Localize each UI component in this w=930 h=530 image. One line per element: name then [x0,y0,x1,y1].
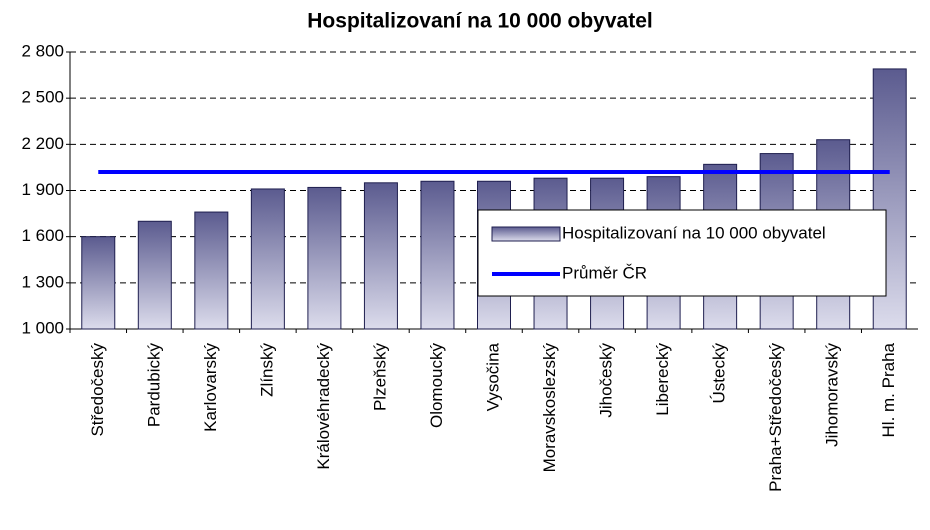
bar [137,220,172,330]
x-tick-label: Moravskoslezský [540,343,559,473]
x-tick-label: Hl. m. Praha [879,342,898,437]
x-tick-label: Karlovarský [201,343,220,432]
y-tick-label: 2 200 [21,134,64,153]
bar [307,186,342,330]
bar [363,182,398,330]
y-tick-label: 1 600 [21,226,64,245]
y-tick-label: 1 000 [21,318,64,337]
bar [250,188,285,330]
x-tick-label: Praha+Středočeský [766,343,785,492]
bar [194,211,229,330]
legend-label: Průměr ČR [562,263,647,282]
x-tick-label: Jihočeský [597,343,616,418]
x-tick-label: Zlínský [257,343,276,397]
legend-swatch [491,226,561,242]
x-tick-label: Vysočina [483,342,502,411]
x-tick-label: Olomoucký [427,343,446,429]
y-tick-label: 1 300 [21,272,64,291]
legend-box [477,209,887,297]
bar [420,180,455,330]
y-tick-label: 1 900 [21,180,64,199]
legend-label: Hospitalizovaní na 10 000 obyvatel [562,223,826,242]
y-tick-label: 2 500 [21,88,64,107]
x-tick-label: Pardubický [144,343,163,428]
bar [81,236,116,330]
x-tick-label: Plzeňský [370,343,389,412]
x-tick-label: Ústecký [710,343,729,404]
x-tick-label: Liberecký [653,343,672,416]
x-tick-label: Jihomoravský [823,343,842,447]
y-tick-label: 2 800 [21,41,64,60]
chart-title: Hospitalizovaní na 10 000 obyvatel [307,10,652,33]
x-tick-label: Královéhradecký [314,343,333,470]
x-tick-label: Středočeský [88,343,107,437]
